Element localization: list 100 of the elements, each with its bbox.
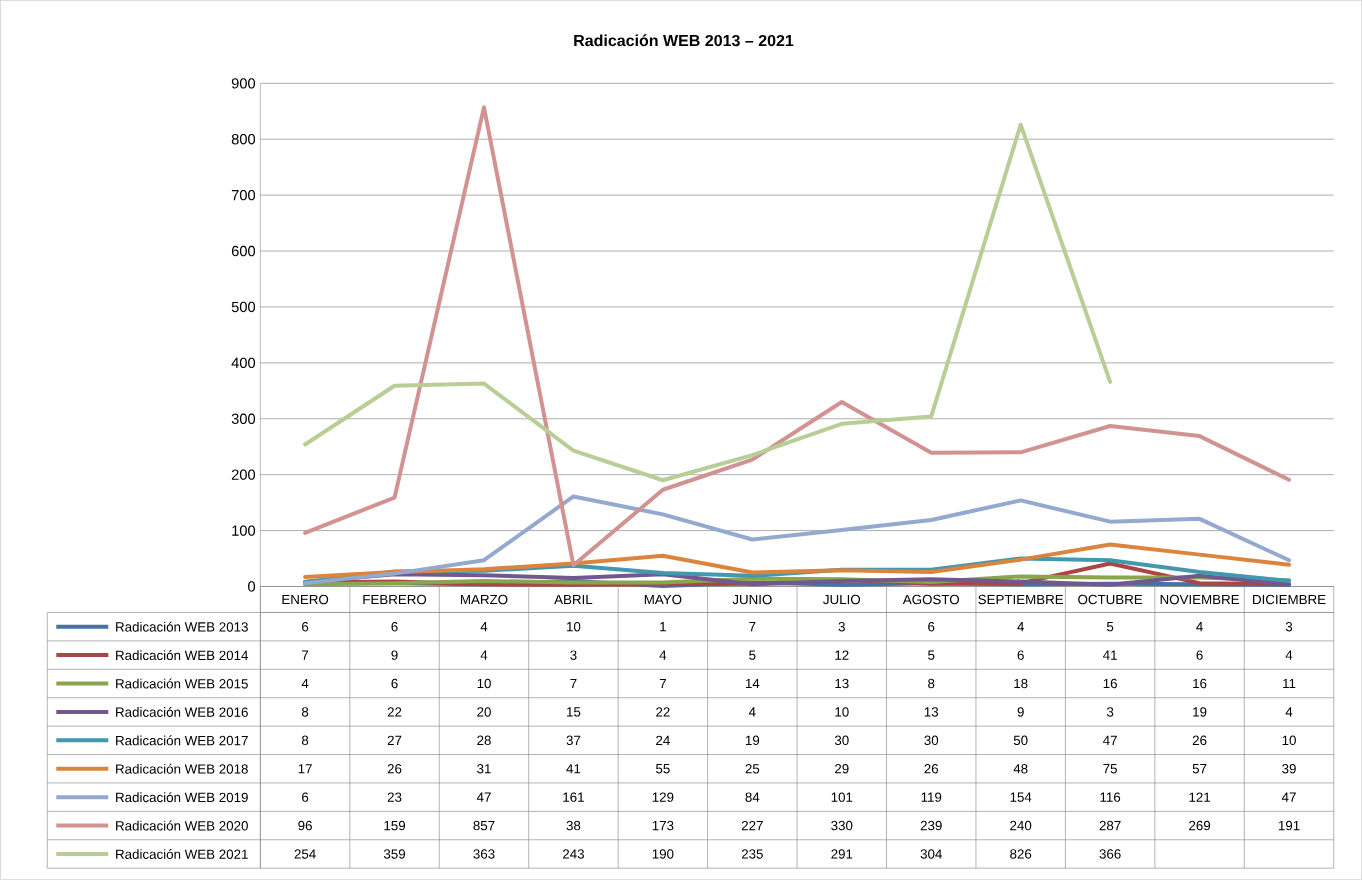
data-label: 4 (301, 679, 309, 689)
x-tick-label: JULIO (823, 594, 861, 605)
data-label: 154 (1010, 792, 1032, 802)
data-label: 26 (387, 764, 402, 774)
y-tick-label: 200 (231, 469, 256, 480)
data-label: 6 (302, 622, 309, 632)
data-label: 8 (301, 735, 309, 746)
legend-label: Radicación WEB 2014 (116, 650, 249, 661)
data-label: 13 (924, 707, 939, 717)
x-tick-label: MARZO (460, 594, 508, 605)
data-label: 5 (928, 650, 935, 660)
x-tick-label: NOVIEMBRE (1160, 594, 1240, 605)
data-label: 15 (567, 707, 581, 717)
data-label: 75 (1103, 764, 1117, 774)
data-label: 26 (924, 764, 939, 774)
data-label: 7 (302, 650, 309, 660)
data-label: 4 (1285, 650, 1293, 660)
legend-label: Radicación WEB 2017 (116, 735, 248, 746)
data-label: 239 (920, 820, 942, 831)
legend-label: Radicación WEB 2016 (116, 707, 248, 717)
y-tick-label: 800 (231, 134, 256, 145)
data-label: 27 (387, 735, 402, 746)
data-label: 243 (562, 849, 584, 859)
data-label: 8 (301, 707, 309, 717)
data-label: 116 (1100, 792, 1121, 802)
data-label: 28 (477, 735, 491, 746)
y-tick-label: 500 (231, 301, 256, 313)
data-label: 3 (570, 650, 577, 660)
data-label: 227 (741, 820, 763, 831)
data-label: 4 (480, 622, 488, 632)
data-label: 101 (831, 792, 853, 802)
data-label: 84 (745, 792, 760, 802)
x-tick-label: JUNIO (732, 594, 772, 605)
data-label: 47 (1103, 735, 1117, 745)
data-label: 37 (566, 735, 581, 746)
data-label: 8 (928, 678, 935, 689)
x-tick-label: AGOSTO (902, 594, 960, 605)
data-label: 20 (477, 707, 491, 717)
y-tick-label: 100 (232, 525, 256, 536)
data-label: 291 (831, 849, 853, 859)
data-label: 6 (391, 622, 398, 632)
legend-label: Radicación WEB 2021 (116, 849, 248, 860)
data-label: 48 (1013, 764, 1028, 774)
data-label: 17 (298, 764, 312, 774)
y-tick-label: 900 (231, 78, 256, 89)
data-label: 13 (835, 678, 849, 689)
data-label: 4 (1285, 707, 1293, 717)
data-label: 5 (749, 650, 756, 660)
data-label: 159 (384, 820, 406, 831)
x-tick-label: OCTUBRE (1078, 594, 1143, 605)
data-label: 22 (656, 707, 670, 717)
x-tick-label: ABRIL (554, 594, 593, 605)
x-tick-label: SEPTIEMBRE (978, 594, 1064, 605)
data-label: 191 (1278, 820, 1300, 831)
data-label: 47 (1281, 792, 1296, 802)
data-label: 9 (391, 650, 398, 660)
data-label: 359 (383, 849, 406, 859)
data-label: 29 (835, 764, 849, 774)
data-label: 41 (1103, 650, 1117, 660)
y-tick-label: 400 (231, 357, 256, 369)
data-label: 161 (563, 792, 584, 802)
x-tick-label: MAYO (644, 594, 682, 605)
data-label: 173 (652, 820, 674, 831)
data-label: 24 (656, 735, 670, 746)
data-label: 330 (831, 820, 853, 831)
legend-label: Radicación WEB 2019 (116, 792, 248, 803)
data-label: 1 (660, 622, 666, 632)
data-label: 235 (741, 849, 763, 859)
line-series (303, 105, 1292, 568)
data-label: 6 (928, 622, 935, 632)
data-label: 16 (1193, 678, 1207, 689)
data-label: 6 (302, 792, 309, 802)
x-tick-label: FEBRERO (363, 594, 427, 605)
data-label: 3 (1285, 622, 1293, 632)
legend-label: Radicación WEB 2020 (116, 820, 248, 831)
data-label: 7 (749, 622, 756, 632)
legend-label: Radicación WEB 2013 (116, 621, 248, 632)
data-label: 11 (1283, 679, 1296, 689)
data-label: 287 (1099, 820, 1121, 831)
data-label: 19 (745, 735, 760, 746)
data-label: 30 (834, 735, 849, 746)
data-label: 10 (477, 678, 491, 689)
data-label: 31 (477, 764, 491, 774)
line-series (303, 122, 1113, 483)
data-label: 6 (391, 678, 398, 689)
legend-label: Radicación WEB 2018 (116, 763, 248, 774)
x-tick-label: ENERO (282, 594, 329, 605)
data-label: 7 (659, 679, 666, 689)
data-label: 16 (1103, 678, 1117, 689)
data-label: 363 (473, 849, 495, 859)
data-label: 55 (656, 764, 670, 774)
data-label: 10 (1282, 735, 1296, 746)
data-label: 119 (921, 792, 942, 802)
data-label: 50 (1013, 735, 1028, 746)
data-label: 7 (570, 679, 577, 689)
y-tick-label: 700 (231, 190, 256, 201)
data-label: 240 (1010, 820, 1032, 831)
data-label: 129 (652, 792, 674, 802)
data-label: 857 (473, 820, 495, 831)
data-label: 9 (1017, 707, 1024, 717)
